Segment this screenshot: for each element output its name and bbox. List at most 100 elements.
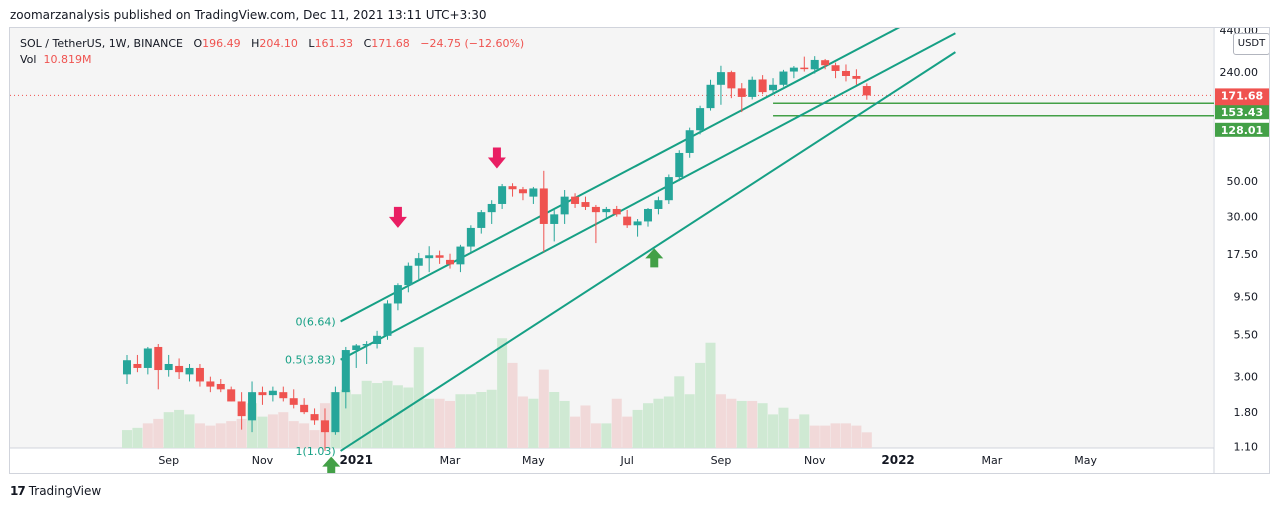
candle-body[interactable]	[518, 189, 527, 194]
candle-body[interactable]	[227, 389, 236, 402]
support-price-tag-1	[1215, 105, 1269, 120]
candle-body[interactable]	[769, 84, 778, 91]
candle-body[interactable]	[466, 227, 475, 247]
arrow-down-icon	[487, 147, 506, 169]
volume-bar	[299, 423, 310, 448]
candle-body[interactable]	[821, 60, 830, 66]
volume-bar	[705, 342, 716, 448]
chart-panel[interactable]: 0(6.64) 0.5(3.83) 1(1.03) 440.00 240.00 50.0…	[9, 27, 1270, 474]
candle-body[interactable]	[852, 75, 861, 79]
candle-body[interactable]	[623, 216, 632, 226]
candle-body[interactable]	[644, 208, 652, 222]
candle-body[interactable]	[831, 65, 840, 71]
candle-body[interactable]	[248, 392, 257, 421]
candle-body[interactable]	[310, 414, 319, 421]
candle-body[interactable]	[164, 363, 173, 371]
volume-bar	[226, 421, 237, 448]
volume-bar	[382, 380, 393, 448]
candle-body[interactable]	[185, 367, 194, 375]
channel-line-2[interactable]	[340, 32, 956, 361]
candle-body[interactable]	[477, 212, 486, 228]
candle-body[interactable]	[320, 420, 329, 433]
candle-body[interactable]	[675, 152, 684, 178]
candle-body[interactable]	[539, 188, 548, 224]
candle-body[interactable]	[810, 59, 819, 70]
candle-body[interactable]	[748, 79, 757, 97]
footer-branding[interactable]: 17 TradingView	[10, 484, 101, 498]
candle-body[interactable]	[612, 208, 621, 215]
candle-body[interactable]	[435, 255, 444, 258]
candle-body[interactable]	[591, 206, 600, 213]
candle-body[interactable]	[571, 196, 580, 204]
candle-body[interactable]	[123, 360, 131, 375]
candle-body[interactable]	[685, 130, 694, 153]
candle-body[interactable]	[508, 186, 517, 190]
candle-body[interactable]	[362, 343, 371, 346]
candle-body[interactable]	[195, 367, 204, 382]
candle-body[interactable]	[633, 221, 642, 226]
candle-body[interactable]	[800, 67, 809, 70]
candle-body[interactable]	[133, 363, 142, 368]
candle-body[interactable]	[289, 398, 298, 405]
candle-body[interactable]	[175, 365, 184, 373]
candle-body[interactable]	[258, 392, 267, 396]
candle-body[interactable]	[716, 72, 725, 85]
channel-line-1[interactable]	[340, 28, 956, 323]
candle-body[interactable]	[393, 285, 402, 304]
candle-body[interactable]	[268, 390, 277, 396]
candle-body[interactable]	[456, 246, 465, 265]
volume-bar	[184, 414, 195, 448]
candle-body[interactable]	[373, 335, 382, 344]
candle-body[interactable]	[654, 200, 663, 209]
candle-body[interactable]	[206, 381, 215, 387]
candle-body[interactable]	[487, 203, 496, 213]
candle-body[interactable]	[862, 86, 871, 96]
candle-body[interactable]	[154, 346, 163, 371]
volume-bar	[507, 362, 518, 448]
candle-body[interactable]	[696, 108, 705, 131]
candle-body[interactable]	[737, 88, 746, 97]
candle-body[interactable]	[560, 196, 569, 215]
candle-body[interactable]	[779, 71, 788, 85]
candle-body[interactable]	[727, 72, 736, 89]
arrow-down-icon	[388, 206, 407, 228]
candle-body[interactable]	[352, 345, 361, 351]
candle-body[interactable]	[498, 186, 507, 204]
candle-body[interactable]	[383, 303, 392, 336]
candle-body[interactable]	[143, 348, 152, 368]
candle-body[interactable]	[581, 202, 590, 207]
volume-bar	[851, 425, 862, 448]
candle-body[interactable]	[341, 350, 350, 393]
candle-body[interactable]	[758, 79, 767, 93]
candle-body[interactable]	[414, 258, 423, 266]
candle-body[interactable]	[529, 188, 538, 197]
candle-body[interactable]	[446, 259, 455, 265]
candle-body[interactable]	[216, 383, 225, 390]
channel-line-3[interactable]	[340, 51, 956, 452]
candle-body[interactable]	[331, 392, 340, 433]
volume-bar	[809, 425, 820, 448]
candle-body[interactable]	[789, 67, 798, 72]
candle-body[interactable]	[300, 404, 309, 413]
candle-body[interactable]	[404, 265, 413, 286]
candle-body[interactable]	[602, 208, 611, 213]
volume-bar	[799, 414, 810, 448]
candle-body[interactable]	[425, 255, 434, 259]
candle-body[interactable]	[706, 84, 715, 109]
volume-bar	[424, 398, 435, 448]
volume-bar	[538, 369, 549, 448]
volume-bar	[684, 394, 695, 448]
y-tick-label: 9.50	[1234, 291, 1259, 304]
price-chart[interactable]: 0(6.64) 0.5(3.83) 1(1.03) 440.00 240.00 50.0…	[10, 28, 1269, 473]
volume-bar	[747, 400, 758, 448]
volume-bar	[309, 430, 320, 448]
candle-body[interactable]	[664, 177, 673, 201]
candle-body[interactable]	[279, 392, 288, 399]
candle-body[interactable]	[550, 214, 559, 224]
currency-selector[interactable]: USDT	[1233, 33, 1269, 55]
volume-bar	[788, 418, 799, 448]
candle-body[interactable]	[237, 401, 246, 417]
volume-bar	[340, 389, 351, 448]
volume-bar	[361, 380, 372, 448]
candle-body[interactable]	[841, 70, 850, 76]
